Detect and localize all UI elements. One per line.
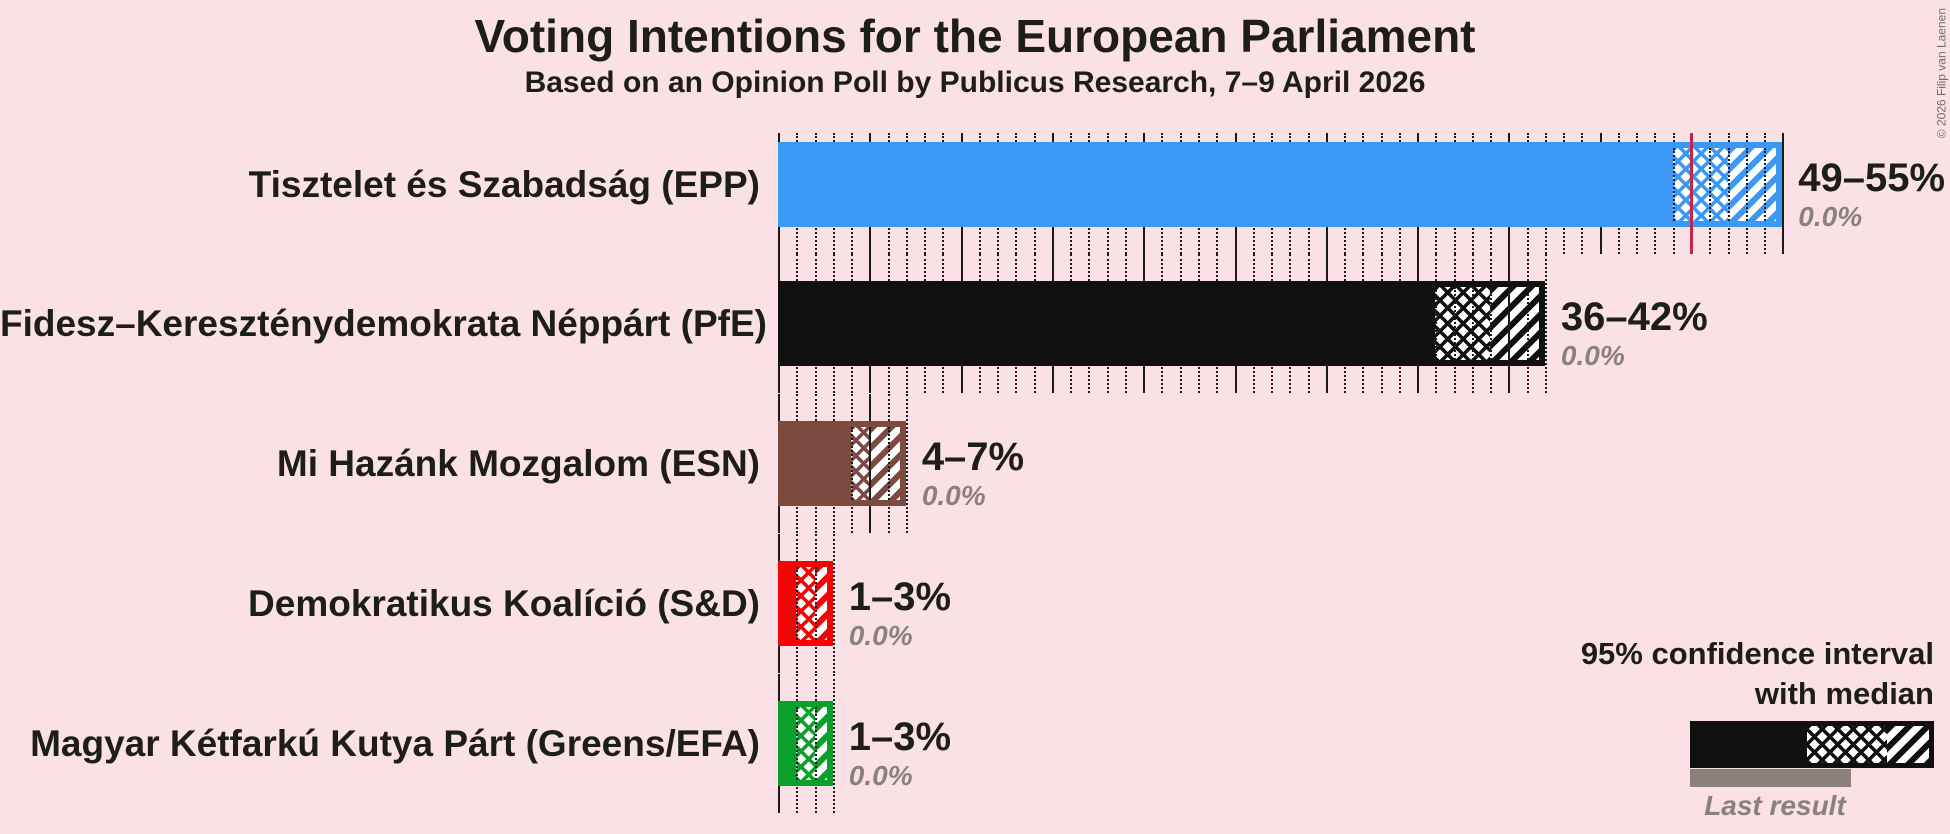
ci-low-to-median-crosshatch: [1435, 287, 1491, 360]
chart-row: Demokratikus Koalíció (S&D) 1–3% 0.0%: [248, 534, 951, 673]
confidence-bar: [778, 421, 906, 506]
party-label: Magyar Kétfarkú Kutya Párt (Greens/EFA): [30, 723, 760, 764]
ruler-tick: [869, 427, 872, 500]
party-label: Fidesz–Kereszténydemokrata Néppárt (PfE): [0, 303, 767, 344]
ci-low-to-median-crosshatch: [1672, 148, 1728, 221]
ci-range-label: 1–3%: [848, 575, 952, 619]
ruler-tick: [1782, 133, 1785, 254]
last-result-value: 0.0%: [848, 760, 913, 791]
last-result-value: 0.0%: [1560, 340, 1625, 371]
ci-median-to-high-diagonal: [869, 427, 900, 500]
confidence-bar: [778, 142, 1783, 227]
ruler-tick: [1709, 148, 1712, 221]
ci-low-to-median-crosshatch: [851, 427, 870, 500]
ci-range-label: 49–55%: [1798, 156, 1946, 200]
ruler-tick: [796, 707, 799, 780]
last-result-value: 0.0%: [921, 480, 986, 511]
ruler-tick: [1435, 287, 1438, 360]
ci-range-label: 36–42%: [1560, 295, 1708, 339]
chart-row: Fidesz–Kereszténydemokrata Néppárt (PfE)…: [0, 254, 1708, 393]
legend-crosshatch: [1807, 726, 1887, 763]
party-label: Tisztelet és Szabadság (EPP): [248, 164, 760, 205]
legend-caption-line1: 95% confidence interval: [1580, 636, 1934, 671]
chart-row: Tisztelet és Szabadság (EPP) 49–55% 0.0%: [249, 133, 1945, 254]
legend-ci-swatch: [1690, 721, 1934, 768]
legend-caption-line2: with median: [1754, 676, 1934, 711]
ci-range-label: 4–7%: [921, 435, 1025, 479]
confidence-bar: [778, 701, 833, 786]
ci-range-label: 1–3%: [848, 715, 952, 759]
party-label: Demokratikus Koalíció (S&D): [248, 583, 760, 624]
legend-last-result-label: Last result: [1704, 790, 1846, 821]
ci-median-to-high-diagonal: [1727, 148, 1777, 221]
ci-median-to-high-diagonal: [1490, 287, 1539, 360]
party-label: Mi Hazánk Mozgalom (ESN): [276, 443, 760, 484]
majority-line: [1689, 133, 1693, 254]
ci-median-to-high-diagonal: [814, 567, 827, 640]
ruler-tick: [1745, 148, 1748, 221]
ruler-tick: [814, 567, 817, 640]
chart-subtitle: Based on an Opinion Poll by Publicus Res…: [524, 66, 1426, 99]
ruler-tick: [832, 674, 835, 813]
confidence-hatch: [796, 707, 827, 780]
legend-hatch-area: [1807, 726, 1929, 763]
ruler-tick: [1471, 287, 1474, 360]
legend-diagonal: [1887, 726, 1929, 763]
ci-low-to-median-crosshatch: [796, 567, 815, 640]
chart-row: Magyar Kétfarkú Kutya Párt (Greens/EFA) 1…: [30, 674, 951, 813]
confidence-hatch: [1435, 287, 1539, 360]
ruler-tick: [1508, 287, 1511, 360]
legend-caption: 95% confidence interval with median: [1581, 634, 1934, 714]
ruler-tick: [1526, 287, 1529, 360]
ruler-tick: [1727, 148, 1730, 221]
confidence-bar: [778, 281, 1545, 366]
ruler-tick: [796, 567, 799, 640]
confidence-hatch: [851, 427, 900, 500]
ci-low-to-median-crosshatch: [796, 707, 815, 780]
confidence-hatch: [796, 567, 827, 640]
legend-last-result-swatch: [1690, 769, 1851, 787]
ruler-tick: [1672, 148, 1675, 221]
chart-title: Voting Intentions for the European Parli…: [474, 10, 1476, 62]
last-result-value: 0.0%: [848, 620, 913, 651]
ruler-tick: [851, 427, 854, 500]
confidence-hatch: [1672, 148, 1777, 221]
confidence-bar: [778, 561, 833, 646]
ruler-tick: [1453, 287, 1456, 360]
chart-row: Mi Hazánk Mozgalom (ESN) 4–7% 0.0%: [277, 394, 1024, 533]
ruler-tick: [887, 427, 890, 500]
last-result-value: 0.0%: [1798, 201, 1863, 232]
ruler-tick: [1544, 254, 1547, 393]
ruler-tick: [1764, 148, 1767, 221]
ci-median-to-high-diagonal: [814, 707, 827, 780]
ruler-tick: [832, 534, 835, 673]
ruler-tick: [905, 394, 908, 533]
ruler-tick: [1490, 287, 1493, 360]
ruler-tick: [814, 707, 817, 780]
